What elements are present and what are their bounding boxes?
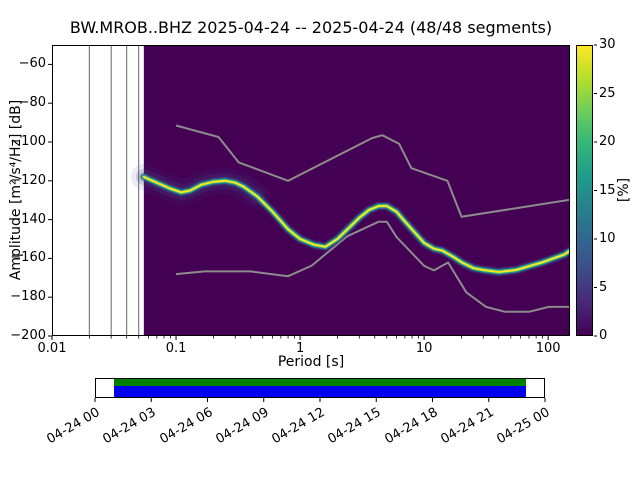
x-tick-label: 0.1 — [165, 341, 187, 356]
plot-border — [52, 45, 570, 336]
y-tick-label: −140 — [10, 211, 46, 227]
y-tick-label: −160 — [10, 250, 46, 266]
psd-heatmap-plot — [52, 45, 570, 336]
x-tick-label: 1 — [295, 341, 305, 356]
coverage-stripe-green — [114, 379, 526, 386]
x-tick-label: 100 — [535, 341, 561, 356]
time-tick-label: 04-24 15 — [325, 405, 384, 448]
colorbar-gradient — [576, 45, 593, 336]
time-tick-label: 04-24 21 — [438, 405, 497, 448]
time-tick-label: 04-24 06 — [156, 405, 215, 448]
x-tick-label: 0.01 — [37, 341, 67, 356]
colorbar-tick-label: 25 — [599, 85, 616, 101]
y-tick-label: −60 — [18, 56, 46, 72]
colorbar-tick-label: 30 — [599, 37, 616, 52]
y-tick-label: −120 — [10, 172, 46, 188]
y-tick-label: −200 — [10, 328, 46, 343]
time-tick-label: 04-24 12 — [269, 405, 328, 448]
time-tick-label: 04-25 00 — [494, 405, 553, 448]
colorbar-tick-label: 20 — [599, 134, 616, 149]
colorbar-label: [%] — [616, 177, 632, 203]
psd-probability-band — [142, 176, 570, 273]
time-tick-label: 04-24 09 — [213, 405, 272, 448]
time-tick-label: 04-24 03 — [100, 405, 159, 448]
y-tick-label: −80 — [18, 95, 46, 111]
low-noise-model-line — [175, 220, 570, 313]
colorbar-tick-label: 15 — [599, 182, 616, 198]
coverage-stripe-blue — [114, 386, 526, 397]
high-noise-model-line — [175, 124, 570, 218]
time-tick-label: 04-24 18 — [381, 405, 440, 448]
time-tick-label: 04-24 00 — [44, 405, 103, 448]
y-tick-label: −100 — [10, 134, 46, 149]
plot-title: BW.MROB..BHZ 2025-04-24 -- 2025-04-24 (4… — [69, 18, 553, 37]
colorbar-tick-label: 10 — [599, 231, 616, 246]
x-tick-label: 10 — [415, 341, 433, 356]
data-coverage-bar — [95, 378, 545, 398]
colorbar-tick-label: 5 — [599, 279, 608, 295]
x-axis-label: Period [s] — [277, 354, 345, 370]
y-tick-label: −180 — [10, 289, 46, 305]
colorbar-tick-label: 0 — [599, 328, 608, 343]
heatmap-background — [143, 45, 570, 336]
